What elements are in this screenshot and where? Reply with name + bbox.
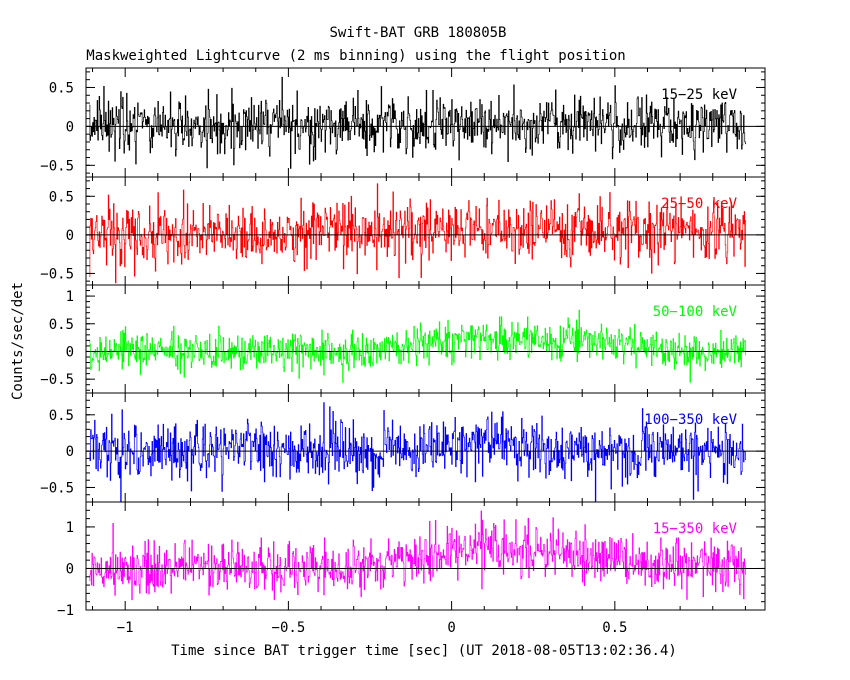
chart-subtitle: Maskweighted Lightcurve (2 ms binning) u…	[86, 48, 625, 64]
panel-2: −0.5 0 0.5 25−50 keV	[40, 176, 766, 286]
y-tick-label: 0	[66, 119, 74, 135]
y-tick-label: 0	[66, 228, 74, 244]
band-label: 100−350 keV	[644, 412, 737, 428]
y-axis-label: Counts/sec/det	[10, 282, 26, 400]
x-tick-label: 0	[447, 620, 455, 636]
lightcurve-series-5	[89, 510, 747, 600]
x-tick-label: 0.5	[602, 620, 627, 636]
y-tick-label: −0.5	[40, 480, 74, 496]
y-tick-label: 0.5	[49, 80, 74, 96]
band-label: 15−25 keV	[661, 87, 737, 103]
panel-1: −0.5 0 0.5 15−25 keV	[40, 67, 766, 178]
x-tick-label: −1	[117, 620, 134, 636]
panel-frame	[85, 501, 766, 611]
panel-5: −1 0 1 15−350 keV	[57, 501, 766, 619]
lightcurve-series-2	[89, 183, 747, 284]
lightcurve-series-4	[89, 402, 747, 502]
lightcurve-series-3	[89, 309, 747, 383]
y-tick-label: 0.5	[49, 317, 74, 333]
y-tick-label: −0.5	[40, 158, 74, 174]
lightcurve-series-1	[89, 76, 747, 169]
panel-4: −0.5 0 0.5 100−350 keV	[40, 392, 766, 503]
panels-group: −0.5 0 0.5 15−25 keV −0.5 0 0.5 25−50 keV −0.5 0 0…	[40, 67, 766, 636]
x-axis-label: Time since BAT trigger time [sec] (UT 20…	[171, 643, 677, 659]
y-tick-label: −0.5	[40, 266, 74, 282]
band-label: 25−50 keV	[661, 196, 737, 212]
x-tick-label: −0.5	[272, 620, 306, 636]
y-tick-label: 1	[66, 520, 74, 536]
y-tick-label: 0	[66, 561, 74, 577]
panel-3: −0.5 0 0.5 1 50−100 keV	[40, 284, 766, 394]
y-tick-label: 0.5	[49, 408, 74, 424]
band-label: 15−350 keV	[653, 521, 738, 537]
y-tick-label: −0.5	[40, 372, 74, 388]
y-tick-label: 0	[66, 444, 74, 460]
y-tick-label: 0.5	[49, 189, 74, 205]
band-label: 50−100 keV	[653, 304, 738, 320]
y-tick-label: 1	[66, 289, 74, 305]
y-tick-label: 0	[66, 344, 74, 360]
y-tick-label: −1	[57, 603, 74, 619]
chart-title: Swift-BAT GRB 180805B	[329, 25, 506, 41]
